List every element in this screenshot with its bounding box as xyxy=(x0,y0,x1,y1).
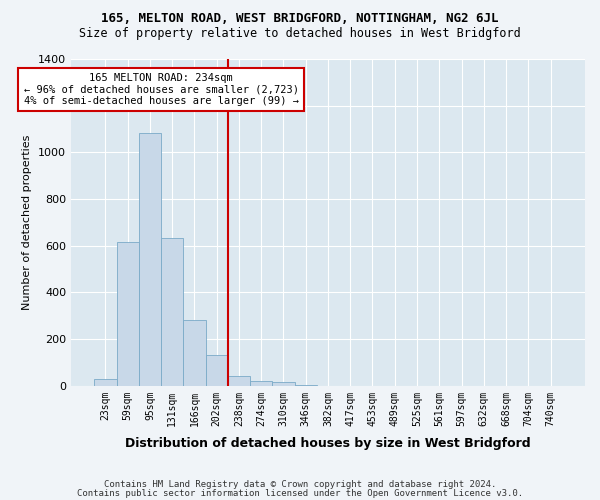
Y-axis label: Number of detached properties: Number of detached properties xyxy=(22,134,32,310)
Text: 165 MELTON ROAD: 234sqm
← 96% of detached houses are smaller (2,723)
4% of semi-: 165 MELTON ROAD: 234sqm ← 96% of detache… xyxy=(23,73,299,106)
Text: Contains HM Land Registry data © Crown copyright and database right 2024.: Contains HM Land Registry data © Crown c… xyxy=(104,480,496,489)
Bar xyxy=(206,356,228,386)
Bar xyxy=(250,381,272,386)
Bar xyxy=(116,242,139,386)
Text: Contains public sector information licensed under the Open Government Licence v3: Contains public sector information licen… xyxy=(77,489,523,498)
X-axis label: Distribution of detached houses by size in West Bridgford: Distribution of detached houses by size … xyxy=(125,437,531,450)
Bar xyxy=(228,376,250,386)
Text: 165, MELTON ROAD, WEST BRIDGFORD, NOTTINGHAM, NG2 6JL: 165, MELTON ROAD, WEST BRIDGFORD, NOTTIN… xyxy=(101,12,499,26)
Bar xyxy=(295,384,317,386)
Text: Size of property relative to detached houses in West Bridgford: Size of property relative to detached ho… xyxy=(79,28,521,40)
Bar xyxy=(161,238,184,386)
Bar xyxy=(272,382,295,386)
Bar xyxy=(184,320,206,386)
Bar xyxy=(139,132,161,386)
Bar xyxy=(94,379,116,386)
